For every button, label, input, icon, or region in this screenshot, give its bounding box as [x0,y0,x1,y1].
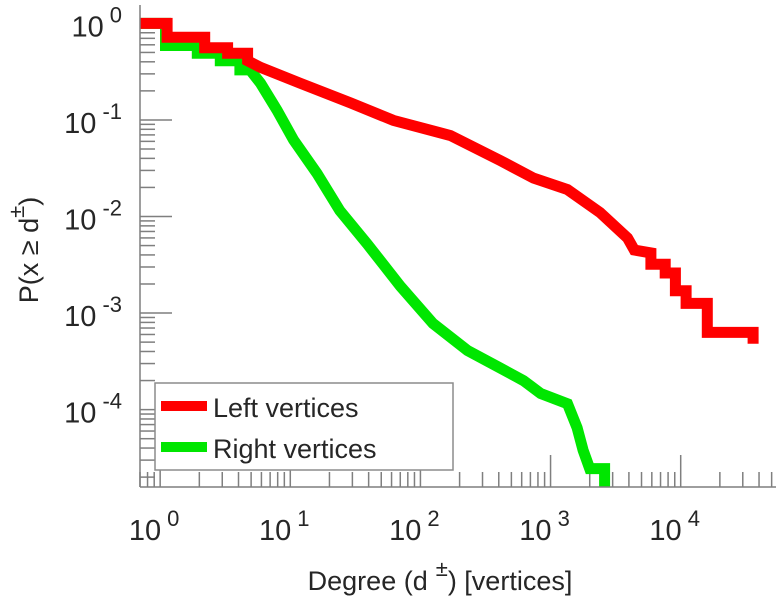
series-group [140,17,759,487]
x-tick-labels: 10 0 10 1 10 2 10 3 10 4 [129,506,700,547]
x-tick-label: 10 1 [259,506,310,547]
legend: Left vertices Right vertices [154,382,454,471]
x-tick-label: 10 3 [519,506,570,547]
y-tick-label: 10 0 [71,2,122,43]
legend-box [154,382,454,471]
x-axis-label: Degree (d ±) [vertices] [308,556,573,596]
y-tick-label: 10 -2 [64,196,122,237]
x-tick-label: 10 2 [389,506,440,547]
legend-label-left: Left vertices [213,393,359,423]
axis-ticks [139,22,773,487]
y-axis-label: P(x ≥ d±) [4,197,44,303]
legend-label-right: Right vertices [213,434,377,464]
series-right-vertices [140,17,611,487]
x-tick-label: 10 0 [129,506,180,547]
x-tick-label: 10 4 [649,506,700,547]
y-tick-label: 10 -3 [64,292,122,333]
series-left-vertices [140,17,759,344]
y-tick-label: 10 -4 [64,389,122,430]
y-tick-label: 10 -1 [64,99,122,140]
